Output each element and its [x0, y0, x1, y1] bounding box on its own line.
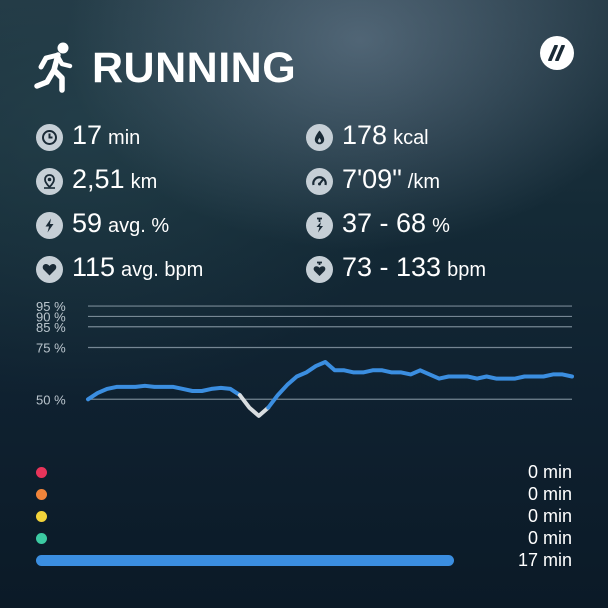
distance-unit: km [130, 171, 158, 193]
intensity-chart: 95 %90 %85 % 75 % 50 % [36, 299, 574, 418]
stat-calories: 178 kcal [306, 120, 429, 154]
zone-dot [36, 532, 47, 544]
zone-time: 0 min [527, 461, 572, 482]
y-tick-label: 90 % [36, 309, 66, 324]
zone-row-light: 0 min [36, 527, 572, 548]
series-line-segment [86, 383, 242, 402]
stat-hr-avg: 115 avg. bpm [36, 252, 203, 286]
hr-range-value: 73 - 133 [342, 252, 442, 282]
clock-icon [36, 123, 63, 151]
stat-intensity-range: 37 - 68 % [306, 208, 450, 242]
zone-row-hard: 0 min [36, 483, 572, 504]
y-tick-label: 95 % [36, 299, 66, 314]
range-icon [306, 211, 333, 239]
stat-pace: 7'09" /km [306, 164, 440, 198]
page-title: RUNNING [92, 43, 297, 92]
intensity-avg-value: 59 [72, 208, 103, 238]
y-tick-label: 75 % [36, 341, 66, 356]
chart-tick-labels: 95 %90 %85 % 75 % 50 % [36, 299, 66, 407]
zone-row-very-light: 17 min [36, 549, 572, 570]
zone-progress-bar [36, 554, 454, 566]
intensity-range-value: 37 - 68 [342, 208, 427, 238]
stat-duration: 17 min [36, 120, 140, 154]
flame-drop-icon [306, 123, 333, 151]
chart-gridlines [88, 305, 572, 400]
location-pin-icon [36, 167, 63, 195]
y-tick-label: 85 % [36, 320, 66, 335]
zone-row-max: 0 min [36, 461, 572, 482]
lightning-icon [36, 211, 63, 239]
chart-series [86, 360, 574, 418]
series-line-low-segment [237, 393, 271, 418]
zone-row-moderate: 0 min [36, 505, 572, 526]
pace-unit: /km [407, 171, 441, 193]
pace-value: 7'09" [342, 164, 402, 194]
calories-value: 178 [342, 120, 388, 150]
zone-time: 0 min [527, 505, 572, 526]
hr-avg-unit: avg. bpm [121, 259, 204, 281]
runner-icon [34, 42, 73, 93]
zone-dot [36, 466, 47, 478]
y-tick-label: 50 % [36, 392, 66, 407]
zone-dot [36, 510, 47, 522]
zone-time: 17 min [517, 549, 572, 570]
zone-dot [36, 488, 47, 500]
stat-distance: 2,51 km [36, 164, 157, 198]
stat-intensity-avg: 59 avg. % [36, 208, 169, 242]
distance-value: 2,51 [72, 164, 125, 194]
brand-logo-icon [540, 36, 574, 70]
hr-range-unit: bpm [447, 259, 486, 281]
speedometer-icon [306, 167, 333, 195]
activity-header: RUNNING [32, 40, 296, 96]
duration-value: 17 [72, 120, 103, 150]
intensity-avg-unit: avg. % [108, 215, 170, 237]
duration-unit: min [108, 127, 141, 149]
zone-time: 0 min [527, 483, 572, 504]
heart-range-icon [306, 255, 333, 283]
stat-hr-range: 73 - 133 bpm [306, 252, 486, 286]
hr-avg-value: 115 [72, 252, 116, 282]
intensity-range-unit: % [432, 215, 450, 237]
zone-time: 0 min [527, 527, 572, 548]
calories-unit: kcal [393, 127, 429, 149]
heart-icon [36, 255, 63, 283]
series-line-segment [266, 360, 574, 410]
